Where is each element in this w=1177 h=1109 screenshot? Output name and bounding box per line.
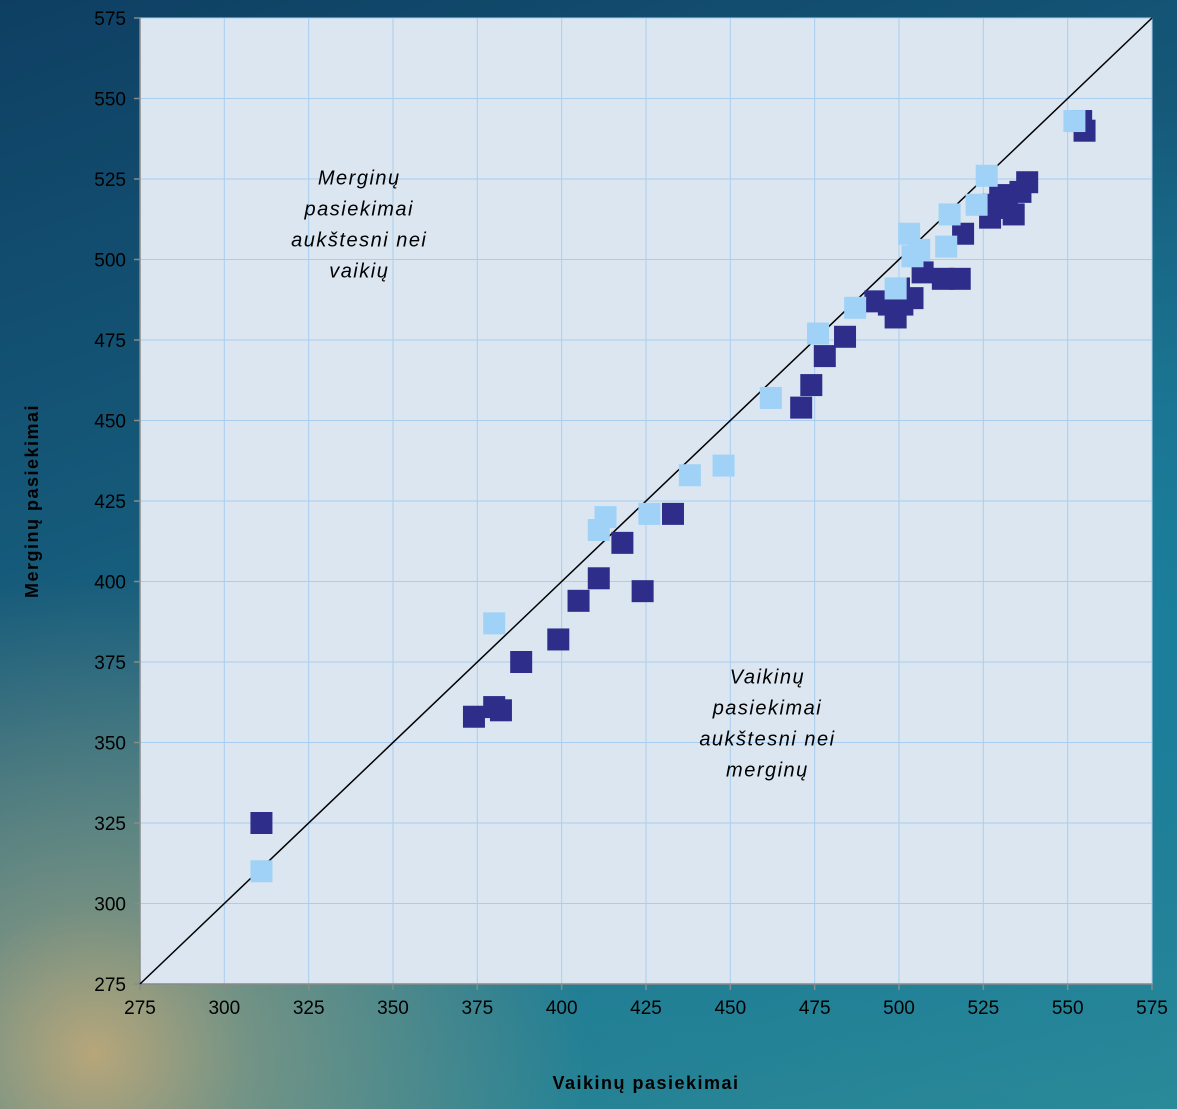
y-tick-label: 325 [94, 814, 126, 835]
annotation-1-line: aukštesni nei [291, 230, 427, 252]
data-point-series-2 [594, 506, 617, 529]
data-point-series-2 [712, 454, 735, 477]
y-tick-label: 500 [94, 251, 126, 272]
data-point-series-1 [661, 502, 684, 525]
data-point-series-2 [678, 464, 701, 487]
data-point-series-1 [510, 651, 533, 673]
x-tick-label: 450 [714, 998, 746, 1019]
data-point-series-1 [790, 396, 813, 419]
data-point-series-1 [611, 531, 634, 554]
data-point-series-1 [567, 589, 590, 612]
x-tick-label: 500 [883, 998, 915, 1019]
data-point-series-1 [489, 699, 512, 722]
tick-labels: 275 300 325 350 375 400 425 450 475 500 525 550 575 2… [94, 9, 1168, 1019]
x-tick-label: 425 [630, 998, 662, 1019]
data-point-series-1 [250, 812, 273, 834]
data-point-series-2 [483, 612, 506, 635]
x-tick-label: 350 [377, 998, 409, 1019]
data-point-series-1 [952, 222, 975, 245]
data-point-series-1 [901, 287, 924, 310]
data-point-series-1 [931, 267, 954, 290]
data-point-series-2 [844, 296, 867, 319]
x-tick-label: 300 [208, 998, 240, 1019]
data-point-series-2 [807, 322, 830, 345]
data-point-series-1 [587, 567, 610, 590]
annotation-2-line: merginų [726, 760, 809, 782]
data-point-series-2 [250, 860, 273, 883]
y-tick-label: 475 [94, 331, 126, 352]
data-point-series-2 [965, 193, 988, 216]
data-point-series-2 [935, 235, 958, 258]
x-tick-label: 475 [799, 998, 831, 1019]
data-point-series-2 [638, 502, 661, 525]
y-axis-title: Merginų pasiekimai [22, 404, 42, 598]
y-tick-label: 550 [94, 90, 126, 111]
annotations: Merginų pasiekimai aukštesni nei vaikių Vaik… [291, 168, 835, 782]
y-tick-label: 575 [94, 9, 126, 30]
y-tick-label: 350 [94, 734, 126, 755]
y-tick-label: 425 [94, 492, 126, 513]
annotation-2-line: aukštesni nei [699, 729, 835, 751]
data-point-series-2 [938, 203, 961, 226]
data-point-series-1 [1016, 171, 1039, 194]
x-tick-label: 325 [293, 998, 325, 1019]
y-tick-label: 375 [94, 653, 126, 674]
x-axis-title: Vaikinų pasiekimai [552, 1073, 739, 1093]
gridlines [139, 17, 1153, 985]
annotation-1-line: Merginų [318, 168, 401, 190]
data-point-series-2 [1063, 110, 1086, 133]
data-points [250, 110, 1096, 883]
data-point-series-2 [975, 164, 998, 187]
annotation-1-line: pasiekimai [304, 199, 414, 221]
x-tick-label: 275 [124, 998, 156, 1019]
data-point-series-2 [908, 238, 931, 261]
data-point-series-2 [884, 277, 907, 300]
annotation-2-line: Vaikinų [730, 667, 805, 689]
data-point-series-1 [948, 267, 971, 290]
data-point-series-1 [547, 628, 570, 651]
x-tick-label: 550 [1052, 998, 1084, 1019]
y-tick-label: 400 [94, 573, 126, 594]
data-point-series-1 [631, 580, 654, 603]
data-point-series-1 [800, 374, 823, 397]
x-tick-label: 525 [967, 998, 999, 1019]
y-tick-label: 525 [94, 170, 126, 191]
annotation-1-line: vaikių [329, 261, 389, 283]
data-point-series-1 [834, 325, 857, 348]
x-tick-label: 375 [461, 998, 493, 1019]
axes [134, 17, 1153, 990]
data-point-series-2 [759, 386, 782, 409]
x-tick-label: 400 [546, 998, 578, 1019]
y-tick-label: 450 [94, 412, 126, 433]
annotation-2-line: pasiekimai [712, 698, 822, 720]
y-tick-label: 300 [94, 895, 126, 916]
x-tick-label: 575 [1136, 998, 1168, 1019]
data-point-series-1 [462, 705, 485, 728]
y-tick-label: 275 [94, 975, 126, 996]
data-point-series-1 [813, 345, 836, 368]
data-point-series-1 [1002, 203, 1025, 226]
